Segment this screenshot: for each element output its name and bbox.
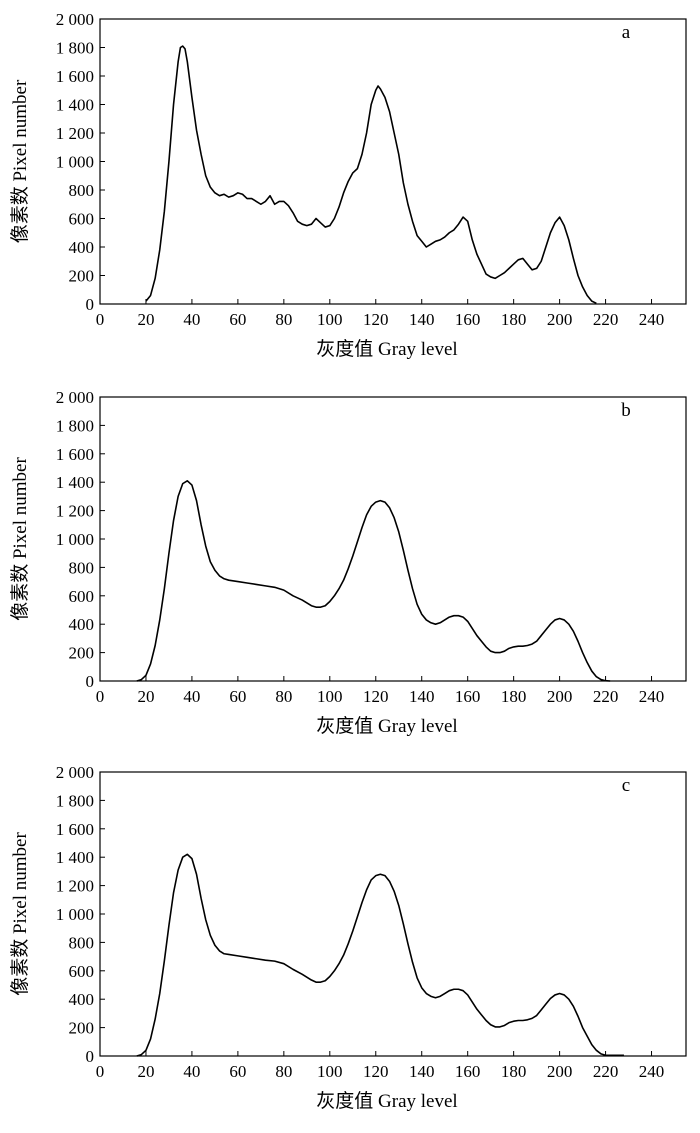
y-tick-label: 0 [86, 672, 95, 691]
panel-label: c [622, 775, 630, 796]
x-tick-label: 180 [501, 1062, 527, 1081]
x-tick-label: 140 [409, 687, 435, 706]
x-tick-label: 0 [96, 1062, 105, 1081]
x-tick-label: 180 [501, 310, 527, 329]
y-axis-title: 像素数 Pixel number [9, 832, 31, 996]
x-axis-title: 灰度值 Gray level [316, 715, 457, 737]
x-axis-title: 灰度值 Gray level [316, 338, 457, 360]
x-tick-label: 100 [317, 1062, 343, 1081]
series-line-a [145, 45, 597, 305]
y-tick-label: 600 [69, 210, 95, 229]
y-tick-label: 1 400 [56, 848, 94, 867]
y-tick-label: 2 000 [56, 10, 94, 29]
y-tick-label: 0 [86, 1047, 95, 1066]
y-tick-label: 400 [69, 615, 95, 634]
x-tick-label: 220 [593, 1062, 619, 1081]
y-tick-label: 1 600 [56, 820, 94, 839]
y-tick-label: 1 000 [56, 905, 94, 924]
x-tick-label: 160 [455, 687, 481, 706]
x-tick-label: 80 [275, 687, 292, 706]
x-tick-label: 160 [455, 310, 481, 329]
y-tick-label: 600 [69, 962, 95, 981]
y-tick-label: 1 400 [56, 96, 94, 115]
y-tick-label: 800 [69, 933, 95, 952]
x-tick-label: 0 [96, 310, 105, 329]
x-tick-label: 60 [229, 310, 246, 329]
x-tick-label: 240 [639, 1062, 665, 1081]
y-tick-label: 0 [86, 295, 95, 314]
x-tick-label: 240 [639, 310, 665, 329]
x-tick-label: 200 [547, 687, 573, 706]
x-axis-title: 灰度值 Gray level [316, 1090, 457, 1112]
y-tick-label: 1 800 [56, 39, 94, 58]
y-axis-title: 像素数 Pixel number [9, 457, 31, 621]
y-tick-label: 1 400 [56, 473, 94, 492]
y-tick-label: 200 [69, 644, 95, 663]
x-tick-label: 220 [593, 687, 619, 706]
y-tick-label: 400 [69, 238, 95, 257]
y-axis-title: 像素数 Pixel number [9, 79, 31, 243]
x-tick-label: 120 [363, 310, 389, 329]
y-tick-label: 1 200 [56, 877, 94, 896]
x-tick-label: 180 [501, 687, 527, 706]
y-tick-label: 1 600 [56, 445, 94, 464]
y-tick-label: 1 600 [56, 67, 94, 86]
y-tick-label: 1 800 [56, 791, 94, 810]
y-tick-label: 2 000 [56, 388, 94, 407]
x-tick-label: 20 [137, 1062, 154, 1081]
y-tick-label: 1 800 [56, 416, 94, 435]
x-tick-label: 200 [547, 1062, 573, 1081]
x-tick-label: 40 [183, 687, 200, 706]
y-tick-label: 200 [69, 1019, 95, 1038]
y-tick-label: 1 200 [56, 502, 94, 521]
x-tick-label: 0 [96, 687, 105, 706]
x-tick-label: 140 [409, 310, 435, 329]
panel-label: b [621, 400, 631, 421]
y-tick-label: 1 000 [56, 530, 94, 549]
series-line-b [136, 479, 611, 682]
x-tick-label: 200 [547, 310, 573, 329]
plot-frame [99, 771, 687, 1057]
x-tick-label: 100 [317, 687, 343, 706]
panel-label: a [622, 22, 631, 43]
x-tick-label: 60 [229, 687, 246, 706]
x-tick-label: 80 [275, 310, 292, 329]
x-tick-label: 40 [183, 310, 200, 329]
x-tick-label: 20 [137, 310, 154, 329]
x-tick-label: 80 [275, 1062, 292, 1081]
x-tick-label: 240 [639, 687, 665, 706]
x-tick-label: 100 [317, 310, 343, 329]
x-tick-label: 120 [363, 687, 389, 706]
y-tick-label: 1 000 [56, 153, 94, 172]
y-tick-label: 200 [69, 267, 95, 286]
y-tick-label: 600 [69, 587, 95, 606]
y-tick-label: 800 [69, 181, 95, 200]
x-tick-label: 120 [363, 1062, 389, 1081]
x-tick-label: 140 [409, 1062, 435, 1081]
y-tick-label: 1 200 [56, 124, 94, 143]
x-tick-label: 160 [455, 1062, 481, 1081]
y-tick-label: 800 [69, 558, 95, 577]
plot-frame [99, 396, 687, 682]
series-line-c [136, 853, 624, 1057]
x-tick-label: 20 [137, 687, 154, 706]
x-tick-label: 60 [229, 1062, 246, 1081]
y-tick-label: 400 [69, 990, 95, 1009]
y-tick-label: 2 000 [56, 763, 94, 782]
x-tick-label: 220 [593, 310, 619, 329]
x-tick-label: 40 [183, 1062, 200, 1081]
